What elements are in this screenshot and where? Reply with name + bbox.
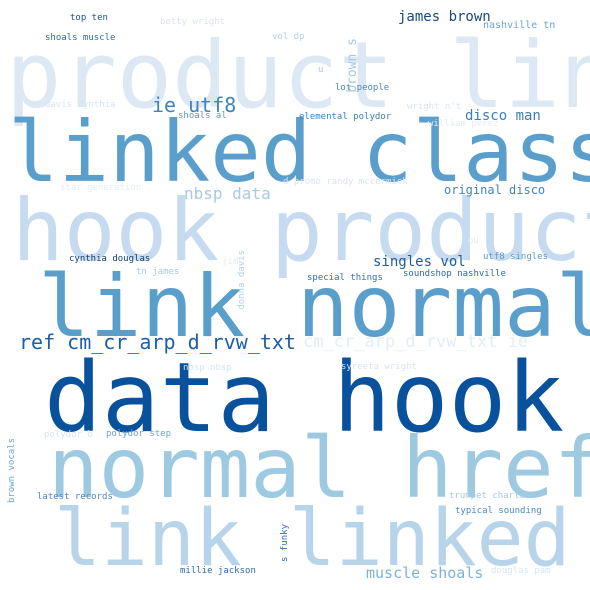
word-elemental-polydor: elemental polydor xyxy=(299,112,392,122)
word-u: u xyxy=(318,65,324,75)
word-betty-wright: betty wright xyxy=(160,17,226,27)
word-special-things: special things xyxy=(307,273,383,283)
word-link-linked: link linked xyxy=(54,494,571,584)
word-ou: ou xyxy=(468,236,479,246)
word-donna-davis: donna davis xyxy=(237,250,247,310)
word-millie-jackson: millie jackson xyxy=(180,566,256,576)
word-link-normal: link normal xyxy=(38,257,590,357)
word-nbsp-nbsp: nbsp nbsp xyxy=(183,363,232,373)
word-wright-nt: wright n't xyxy=(407,102,462,112)
word-brown-vocals: brown vocals xyxy=(7,438,17,504)
word-hook-product: hook product xyxy=(12,181,590,281)
word-normal-href: normal href xyxy=(48,419,590,517)
word-d-promo: d promo randy mccormick xyxy=(283,177,408,187)
word-polydor-b: polydor b xyxy=(44,430,93,440)
word-cm-cr-ie: cm_cr_arp_d_rvw_txt ie xyxy=(303,332,529,352)
word-star-generation: star generation xyxy=(60,183,142,193)
word-product-link: product link xyxy=(6,22,590,129)
word-shoals-muscle: shoals muscle xyxy=(45,33,116,43)
word-shoals-al: shoals al xyxy=(178,111,227,121)
word-vol-dp: vol dp xyxy=(272,32,305,42)
word-linked-class: linked class xyxy=(8,103,590,201)
word-jim: jim xyxy=(222,257,239,267)
word-ref-cm-cr: ref cm_cr_arp_d_rvw_txt xyxy=(19,330,296,354)
word-top-ten: top ten xyxy=(70,13,108,23)
word-trumpet-charles: trumpet charles xyxy=(449,491,531,501)
word-james-brown: james brown xyxy=(398,9,491,25)
word-ie-utf8: ie utf8 xyxy=(152,93,237,117)
word-cynthia-douglas: cynthia douglas xyxy=(69,254,151,264)
word-douglas-pam: douglas pam xyxy=(491,566,551,576)
word-nashville-tn: nashville tn xyxy=(483,20,556,31)
word-utf8-singles: utf8 singles xyxy=(483,252,549,262)
word-nbsp-data: nbsp data xyxy=(184,184,271,203)
word-data-hook: data hook xyxy=(44,342,565,454)
word-typical-sounding: typical sounding xyxy=(455,506,542,516)
word-davis-cynthia: davis cynthia xyxy=(45,100,116,110)
word-tn-james: tn james xyxy=(136,267,180,277)
word-syreeta-wright: syreeta wright xyxy=(341,362,417,372)
word-original-disco: original disco xyxy=(444,183,546,197)
word-muscle-shoals: muscle shoals xyxy=(366,564,484,582)
word-polydor-step: polydor step xyxy=(106,429,172,439)
word-lot-people: lot people xyxy=(335,83,390,93)
word-william-perez: william perez xyxy=(428,119,499,129)
word-latest-records: latest records xyxy=(37,492,113,502)
word-s-funky: s funky xyxy=(280,524,290,562)
word-disco-man: disco man xyxy=(465,108,541,124)
word-soundshop-nashville: soundshop nashville xyxy=(403,269,506,279)
word-singles-vol: singles vol xyxy=(373,254,466,270)
